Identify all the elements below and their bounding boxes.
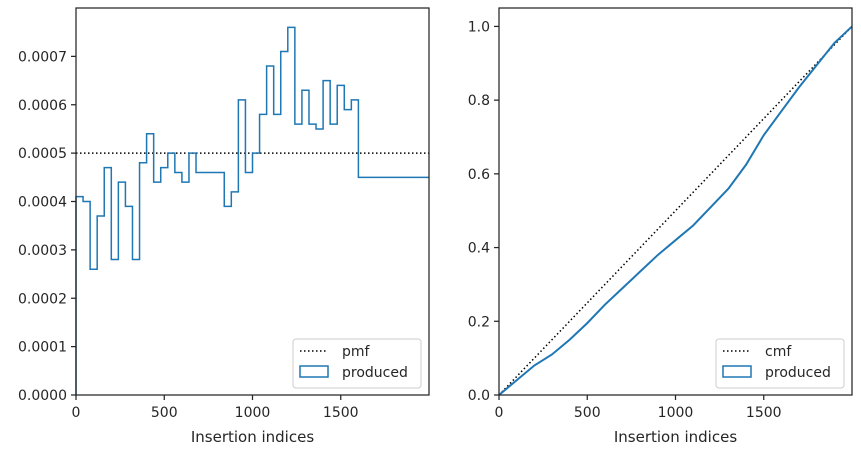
legend: pmf produced: [292, 338, 422, 389]
plot-area-background: [76, 8, 429, 395]
x-tick-label: 1500: [323, 405, 359, 421]
plot-data-layer: [75, 26, 429, 395]
y-tick-label: 0.0004: [18, 195, 67, 211]
y-tick-label: 0.6: [468, 167, 490, 183]
y-tick-label: 0.0007: [18, 49, 67, 65]
legend: cmf produced: [715, 338, 845, 389]
legend-produced-swatch: [722, 365, 752, 378]
x-tick-label: 500: [151, 405, 178, 421]
plot-data-layer: [498, 25, 853, 396]
plot-area-background: [499, 8, 852, 395]
x-axis-label: Insertion indices: [191, 428, 314, 446]
tick-layer: 0 500 1000 1500 0.0 0.2 0.4 0.6 0.8 1.0: [468, 19, 782, 421]
legend-produced-swatch: [299, 365, 329, 378]
y-tick-label: 1.0: [468, 19, 490, 35]
y-tick-label: 0.0005: [18, 146, 67, 162]
y-tick-label: 0.8: [468, 93, 490, 109]
x-tick-label: 1000: [658, 405, 694, 421]
x-axis-label: Insertion indices: [614, 428, 737, 446]
legend-cmf-label: cmf: [765, 344, 792, 360]
y-tick-label: 0.0: [468, 388, 490, 404]
legend-pmf-label: pmf: [342, 344, 371, 360]
cmf-chart: 0 500 1000 1500 0.0 0.2 0.4 0.6 0.8 1.0 Insertion…: [468, 7, 853, 446]
produced-cmf-line: [498, 25, 853, 396]
y-tick-label: 0.0003: [18, 243, 67, 259]
y-tick-label: 0.0006: [18, 98, 67, 114]
x-tick-label: 0: [72, 405, 81, 421]
legend-produced-label: produced: [342, 365, 408, 381]
y-tick-label: 0.0001: [18, 340, 67, 356]
x-tick-label: 0: [495, 405, 504, 421]
x-tick-label: 500: [574, 405, 601, 421]
y-tick-label: 0.4: [468, 241, 490, 257]
tick-layer: 0 500 1000 1500 0.0000 0.0001 0.0002 0.0003 0.00…: [18, 49, 359, 421]
legend-produced-label: produced: [765, 365, 831, 381]
x-tick-label: 1500: [746, 405, 782, 421]
y-tick-label: 0.2: [468, 314, 490, 330]
produced-histogram-step: [75, 26, 429, 395]
pmf-histogram-chart: 0 500 1000 1500 0.0000 0.0001 0.0002 0.0003 0.00…: [18, 7, 430, 446]
y-tick-label: 0.0002: [18, 291, 67, 307]
x-tick-label: 1000: [235, 405, 271, 421]
y-tick-label: 0.0000: [18, 388, 67, 404]
cmf-line: [498, 25, 853, 396]
